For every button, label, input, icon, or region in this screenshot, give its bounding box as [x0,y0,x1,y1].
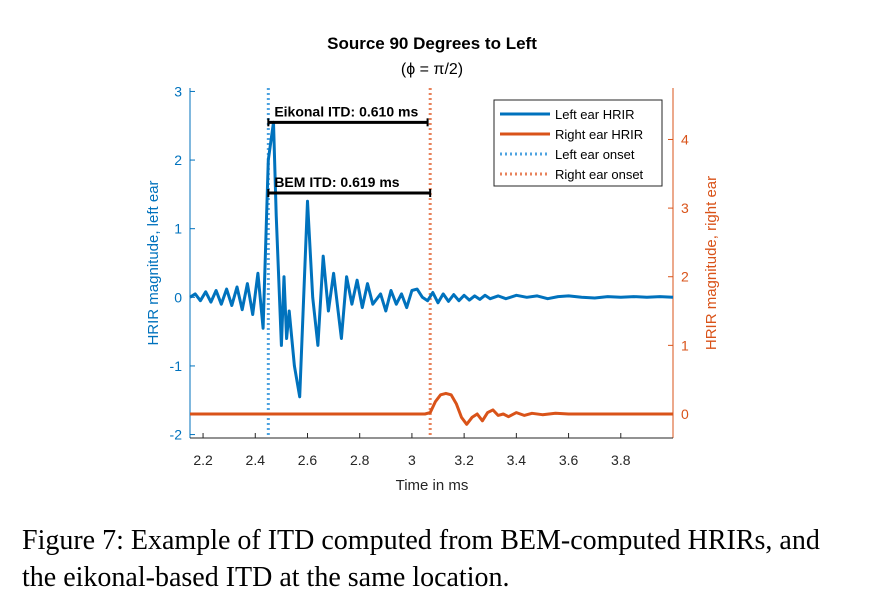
x-tick-label: 3.6 [559,452,579,468]
right-y-tick-label: 1 [681,337,689,353]
left-ear-hrir-line [189,120,674,399]
right-y-tick-label: 0 [681,406,689,422]
right-y-tick-label: 4 [681,131,689,147]
x-tick-label: 3.2 [454,452,474,468]
left-y-tick-label: 2 [174,152,182,168]
left-y-axis-ticks: -2 -1 0 1 2 3 [170,83,195,443]
legend-left-hrir-label: Left ear HRIR [555,107,634,122]
left-y-tick-label: -2 [170,427,183,443]
chart-title: Source 90 Degrees to Left [327,34,537,53]
left-y-axis-label: HRIR magnitude, left ear [145,180,162,345]
x-tick-label: 2.2 [193,452,213,468]
eikonal-itd-bracket: Eikonal ITD: 0.610 ms [267,103,429,127]
x-tick-label: 3 [408,452,416,468]
left-y-tick-label: -1 [170,358,183,374]
x-tick-label: 3.4 [507,452,527,468]
x-axis-ticks: 2.2 2.4 2.6 2.8 3 3.2 3.4 3.6 3.8 [193,433,631,468]
right-y-axis-label: HRIR magnitude, right ear [703,176,720,350]
bem-itd-label: BEM ITD: 0.619 ms [274,174,399,190]
legend-right-hrir-label: Right ear HRIR [555,127,643,142]
right-ear-hrir-line [190,391,673,426]
x-axis-label: Time in ms [396,477,469,494]
x-tick-label: 2.4 [246,452,266,468]
right-y-tick-label: 3 [681,200,689,216]
left-y-tick-label: 1 [174,221,182,237]
bem-itd-bracket: BEM ITD: 0.619 ms [267,174,432,197]
itd-chart: Source 90 Degrees to Left (ϕ = π/2) 2.2 2… [145,34,720,494]
legend-left-onset-label: Left ear onset [555,147,635,162]
legend: Left ear HRIR Right ear HRIR Left ear on… [493,99,663,187]
figure-caption: Figure 7: Example of ITD computed from B… [22,525,820,593]
eikonal-itd-label: Eikonal ITD: 0.610 ms [274,103,418,119]
x-tick-label: 3.8 [611,452,631,468]
right-y-axis-ticks: 0 1 2 3 4 [668,131,689,422]
legend-right-onset-label: Right ear onset [555,167,644,182]
left-y-tick-label: 3 [174,83,182,99]
right-y-tick-label: 2 [681,269,689,285]
x-tick-label: 2.6 [298,452,318,468]
left-y-tick-label: 0 [174,289,182,305]
chart-subtitle: (ϕ = π/2) [401,61,463,78]
x-tick-label: 2.8 [350,452,370,468]
